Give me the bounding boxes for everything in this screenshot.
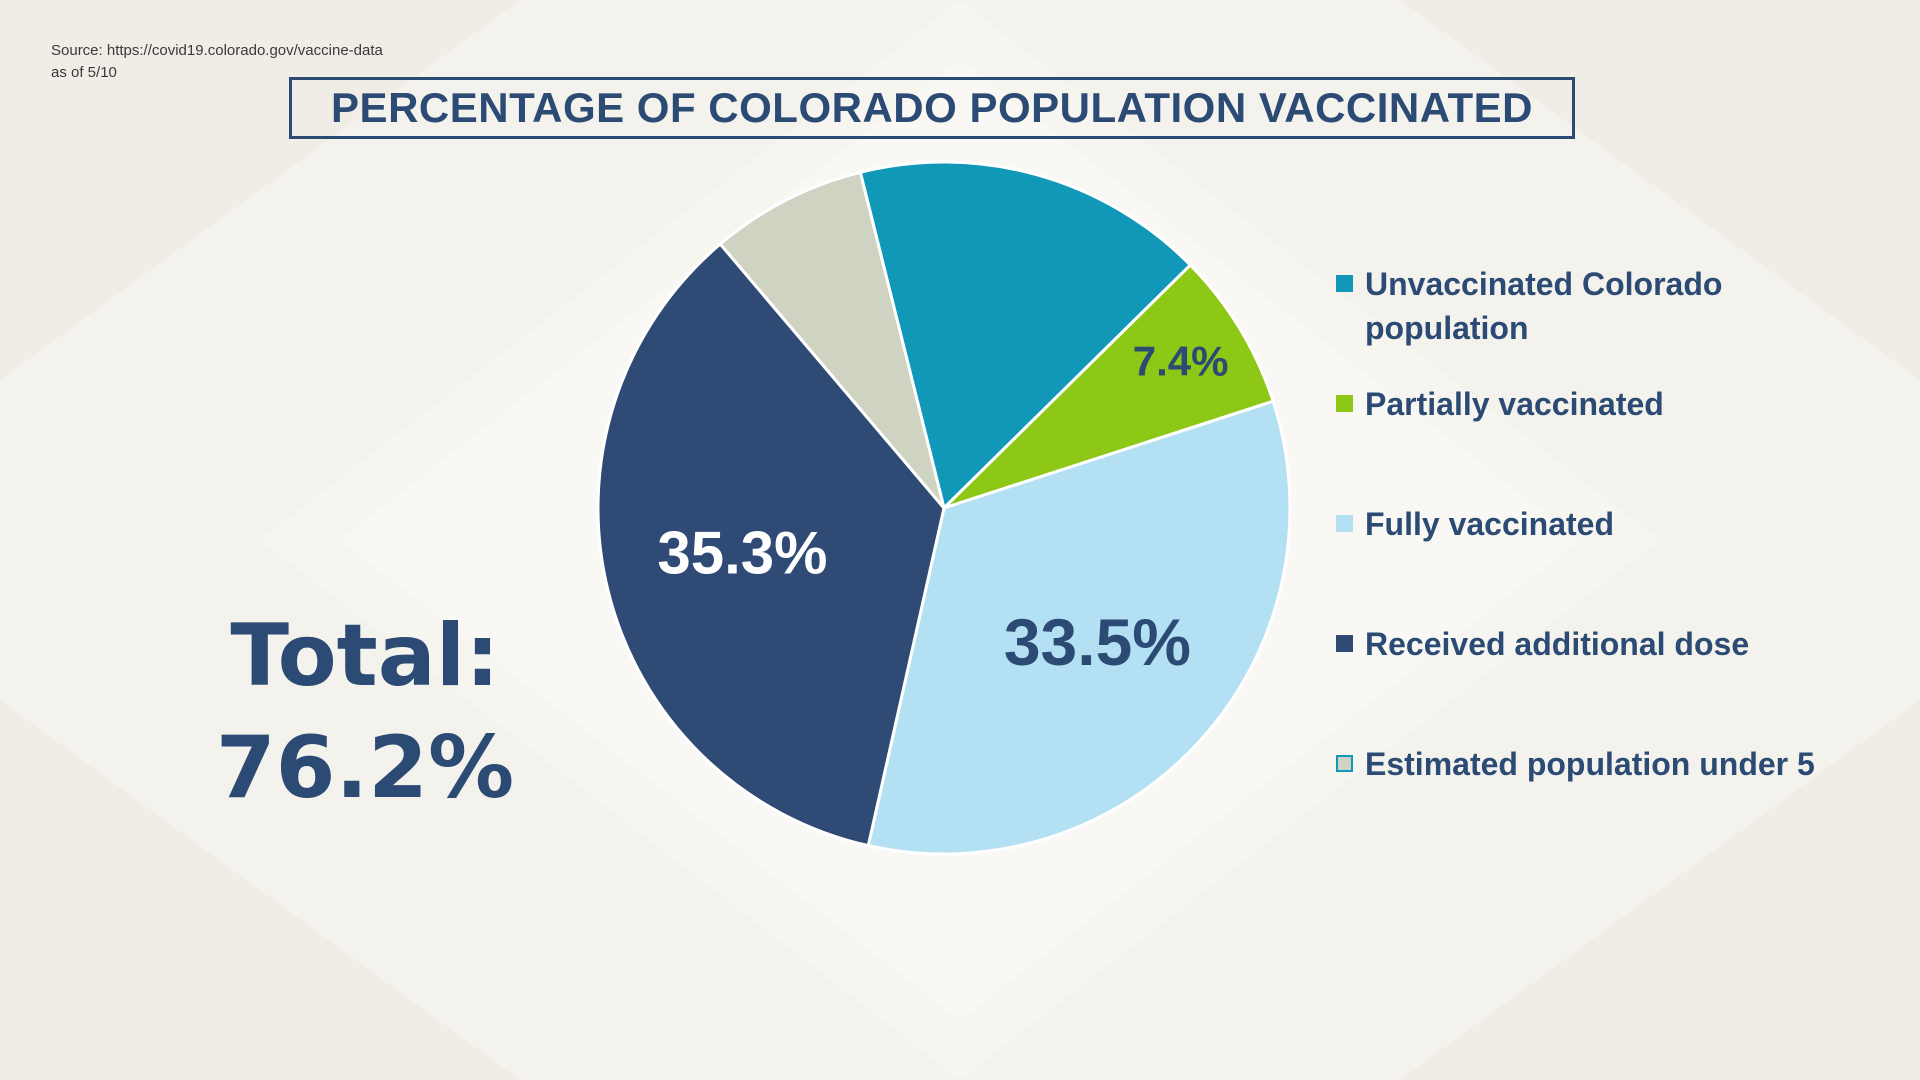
pie-slice-estimated-population-under-5 — [718, 170, 946, 510]
legend-item-unvaccinated: Unvaccinated Colorado population — [1336, 262, 1835, 350]
pie-label-fully-vaccinated: 33.5% — [1004, 605, 1191, 679]
pie-label-partially-vaccinated: 7.4% — [1133, 337, 1229, 384]
legend-label-additional-dose: Received additional dose — [1365, 626, 1750, 662]
pie-slice-partially-vaccinated — [942, 263, 1275, 510]
total-label: Total: — [230, 606, 500, 706]
legend-item-additional-dose: Received additional dose — [1336, 622, 1749, 666]
chart-title: PERCENTAGE OF COLORADO POPULATION VACCIN… — [331, 84, 1533, 131]
legend-item-under-5: Estimated population under 5 — [1336, 742, 1815, 786]
source-url-text: Source: https://covid19.colorado.gov/vac… — [51, 42, 383, 59]
total-summary: Total: 76.2% — [200, 600, 530, 824]
pie-slice-received-additional-dose — [596, 242, 946, 848]
source-note: Source: https://covid19.colorado.gov/vac… — [51, 40, 383, 84]
legend-swatch-under-5 — [1336, 755, 1353, 772]
legend-swatch-fully-vaccinated — [1336, 515, 1353, 532]
pie-labels: 7.4% 33.5% 35.3% — [657, 337, 1228, 679]
legend-swatch-additional-dose — [1336, 635, 1353, 652]
title-box: PERCENTAGE OF COLORADO POPULATION VACCIN… — [289, 77, 1575, 139]
legend-swatch-unvaccinated — [1336, 275, 1353, 292]
source-date-text: as of 5/10 — [51, 64, 117, 81]
legend-swatch-partially-vaccinated — [1336, 395, 1353, 412]
total-value: 76.2% — [215, 718, 515, 818]
legend-item-partially-vaccinated: Partially vaccinated — [1336, 382, 1664, 426]
legend-label-fully-vaccinated: Fully vaccinated — [1365, 506, 1614, 542]
legend-label-partially-vaccinated: Partially vaccinated — [1365, 386, 1664, 422]
pie-label-received-additional-dose: 35.3% — [657, 519, 827, 586]
legend-item-fully-vaccinated: Fully vaccinated — [1336, 502, 1614, 546]
legend-label-unvaccinated: Unvaccinated Colorado population — [1365, 266, 1723, 346]
pie-slice-unvaccinated-colorado-population — [858, 160, 1192, 510]
pie-slices — [596, 160, 1292, 856]
pie-slice-fully-vaccinated — [866, 399, 1292, 856]
legend-label-under-5: Estimated population under 5 — [1365, 746, 1815, 782]
